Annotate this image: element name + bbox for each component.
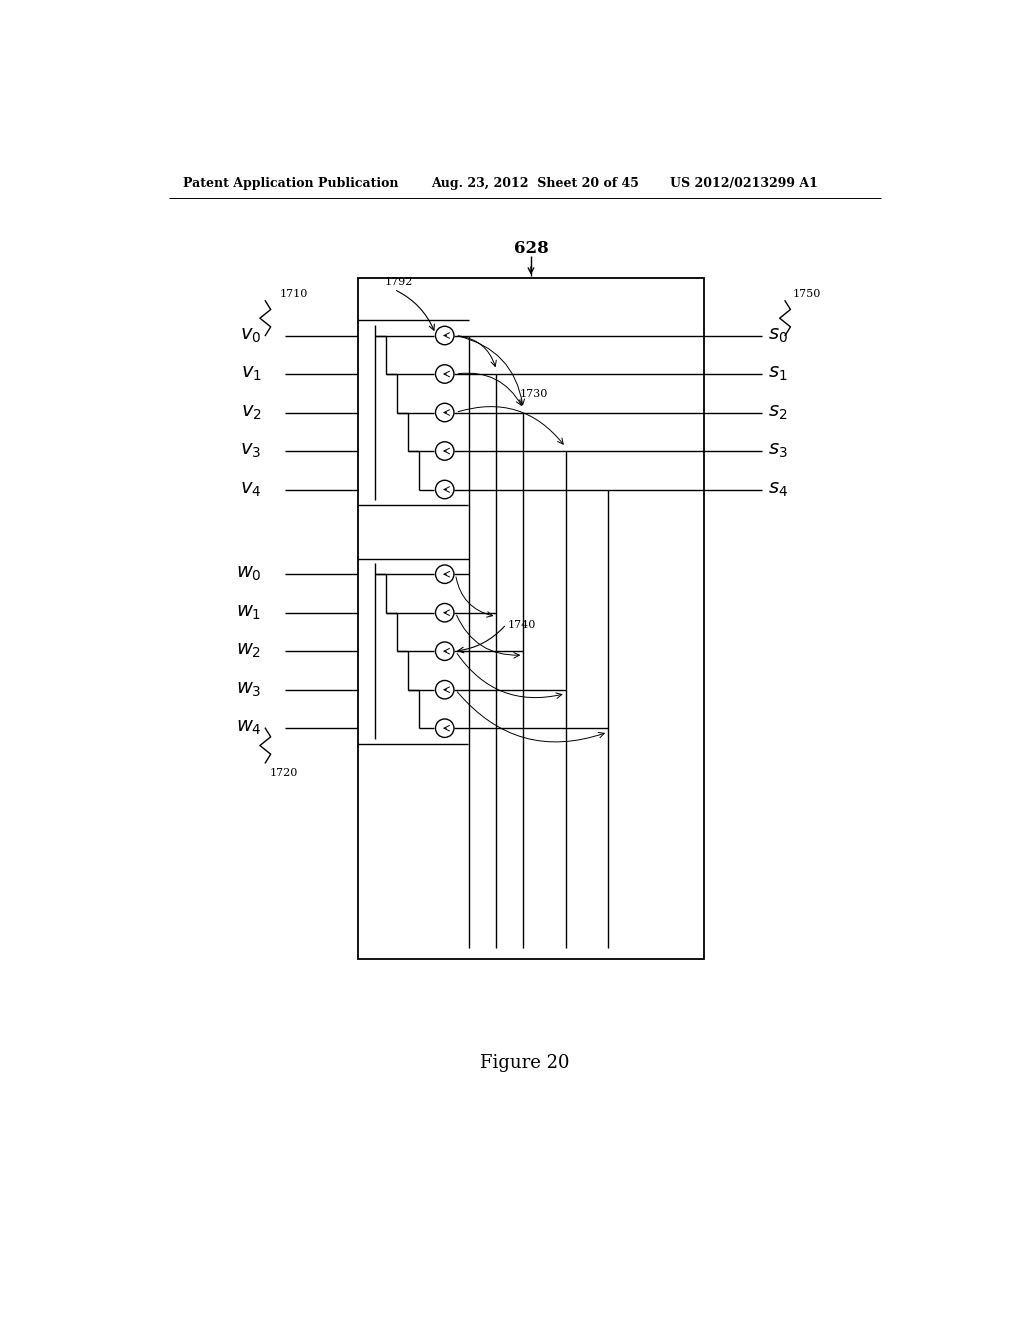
Text: $v_4$: $v_4$ xyxy=(240,480,261,499)
Circle shape xyxy=(435,565,454,583)
Text: $w_4$: $w_4$ xyxy=(236,719,261,738)
Text: $s_2$: $s_2$ xyxy=(768,404,787,421)
Text: Aug. 23, 2012  Sheet 20 of 45: Aug. 23, 2012 Sheet 20 of 45 xyxy=(431,177,639,190)
Text: 628: 628 xyxy=(514,240,548,257)
Text: $v_3$: $v_3$ xyxy=(241,442,261,461)
Circle shape xyxy=(435,364,454,383)
Circle shape xyxy=(435,681,454,700)
Text: $w_2$: $w_2$ xyxy=(237,642,261,660)
Text: $v_1$: $v_1$ xyxy=(241,364,261,383)
Text: $s_1$: $s_1$ xyxy=(768,364,787,383)
Text: Figure 20: Figure 20 xyxy=(480,1055,569,1072)
Text: 1750: 1750 xyxy=(793,289,821,300)
Bar xyxy=(357,277,705,960)
Text: 1720: 1720 xyxy=(269,768,298,777)
Text: $s_0$: $s_0$ xyxy=(768,326,788,345)
Text: $s_3$: $s_3$ xyxy=(768,442,787,461)
Text: 1710: 1710 xyxy=(280,289,307,300)
Circle shape xyxy=(435,404,454,422)
Text: $w_0$: $w_0$ xyxy=(236,565,261,583)
Text: Patent Application Publication: Patent Application Publication xyxy=(183,177,398,190)
Text: 1740: 1740 xyxy=(508,620,537,630)
Text: 1792: 1792 xyxy=(385,277,413,288)
Circle shape xyxy=(435,480,454,499)
Text: $w_1$: $w_1$ xyxy=(237,603,261,622)
Text: $s_4$: $s_4$ xyxy=(768,480,788,499)
Text: $w_3$: $w_3$ xyxy=(236,681,261,698)
Circle shape xyxy=(435,603,454,622)
Text: 1730: 1730 xyxy=(519,389,548,399)
Text: $v_0$: $v_0$ xyxy=(241,326,261,345)
Circle shape xyxy=(435,442,454,461)
Circle shape xyxy=(435,719,454,738)
Circle shape xyxy=(435,642,454,660)
Circle shape xyxy=(435,326,454,345)
Text: $v_2$: $v_2$ xyxy=(241,404,261,421)
Text: US 2012/0213299 A1: US 2012/0213299 A1 xyxy=(670,177,817,190)
